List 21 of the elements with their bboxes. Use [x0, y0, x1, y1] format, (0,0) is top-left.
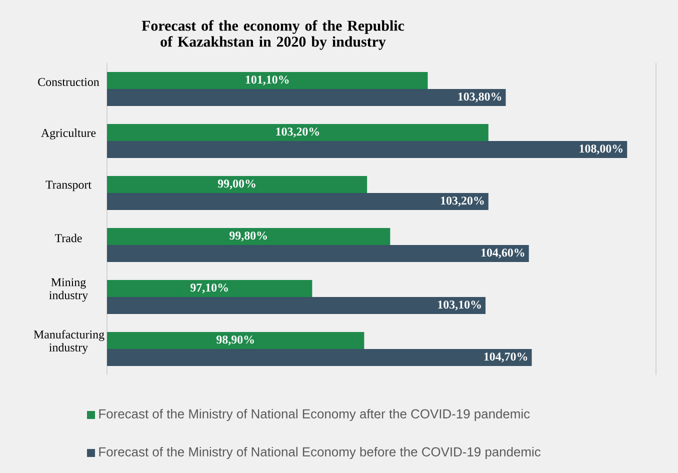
data-label: 103,20%: [276, 128, 319, 138]
y-tick-label: Agriculture: [41, 128, 96, 140]
data-label: 108,00%: [580, 144, 622, 154]
data-label: 103,80%: [458, 92, 502, 102]
data-label: 101,10%: [246, 76, 289, 86]
legend-label: Forecast of the Ministry of National Economy before the COVID-19 pandemic: [99, 446, 541, 460]
y-tick-label: Construction: [38, 78, 100, 86]
y-tick-label: Transport: [46, 180, 92, 192]
chart-title: Forecast of the economy of the Republic of Kazakhstan in 2020 by industry: [142, 20, 404, 50]
y-tick-label: Trade: [54, 234, 82, 242]
y-tick-label: Mining industry: [49, 278, 88, 302]
data-label: 104,70%: [484, 352, 528, 362]
y-tick-label: Manufacturing industry: [34, 330, 104, 354]
data-label: 97,10%: [190, 284, 228, 294]
legend-label: Forecast of the Ministry of National Economy after the COVID-19 pandemic: [99, 408, 530, 422]
data-label: 98,90%: [216, 336, 254, 346]
data-label: 103,10%: [438, 300, 481, 310]
data-label: 99,80%: [229, 232, 267, 242]
data-label: 104,60%: [481, 248, 524, 258]
data-label: 103,20%: [441, 196, 484, 206]
data-label: 99,00%: [218, 180, 256, 190]
